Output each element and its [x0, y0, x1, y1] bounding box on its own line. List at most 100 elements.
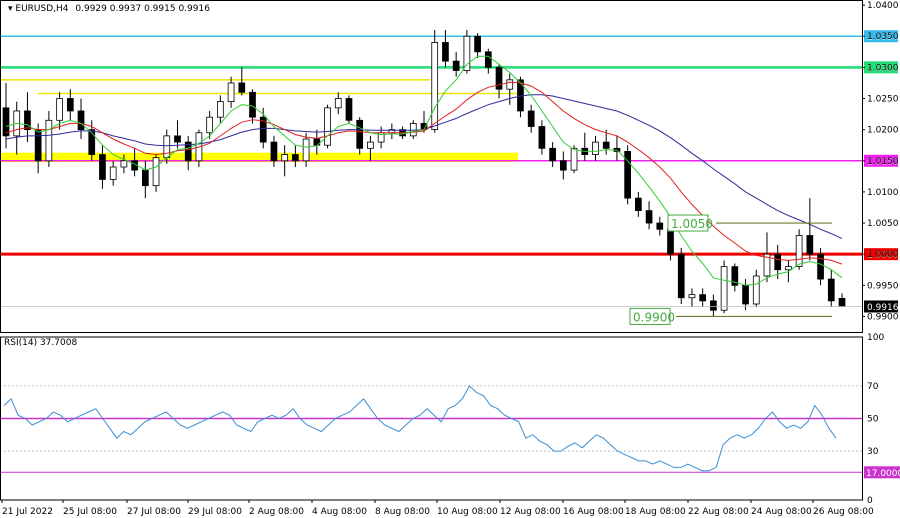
candle: [409, 120, 417, 139]
candle-body: [367, 141, 374, 149]
candle: [710, 294, 717, 317]
candle: [45, 110, 53, 167]
level-tag-1: [864, 61, 898, 74]
candle: [484, 48, 492, 74]
candle-body: [785, 266, 792, 271]
x-tick-label: 27 Jul 08:00: [127, 507, 181, 517]
candle-body: [184, 141, 192, 162]
x-tick-label: 25 Jul 08:00: [63, 507, 117, 517]
candle: [270, 135, 278, 167]
candle-body: [806, 235, 814, 255]
y-tick-label: 1.0400: [867, 1, 899, 11]
level-tag-label-0: 1.0350: [867, 33, 899, 43]
candle-body: [656, 222, 664, 230]
candle-body: [667, 228, 674, 255]
y-tick-label: 0.9950: [867, 281, 899, 291]
level-tag-label-2: 1.0150: [867, 157, 899, 167]
candle: [109, 160, 117, 186]
candle: [677, 247, 685, 304]
candle-body: [281, 154, 289, 162]
rsi-y-tick-label: 100: [867, 333, 884, 343]
rsi-title: RSI(14) 37.7008: [4, 338, 77, 348]
candle: [377, 126, 385, 149]
y-tick-label: 1.0300: [867, 63, 899, 73]
candle-body: [592, 141, 599, 155]
candle-body: [227, 82, 235, 103]
candle: [527, 104, 535, 133]
candle: [463, 30, 471, 74]
candle-body: [34, 129, 42, 162]
candle-body: [238, 82, 246, 93]
candle-body: [45, 119, 53, 162]
candle: [817, 247, 824, 286]
candle-body: [109, 166, 117, 180]
candle: [227, 76, 235, 108]
candle-body: [356, 119, 364, 149]
x-tick-label: 21 Jul 2022: [2, 507, 53, 517]
candle: [388, 123, 396, 139]
x-tick-label: 4 Aug 08:00: [312, 507, 367, 517]
candle-body: [345, 98, 353, 121]
candle-body: [334, 98, 342, 109]
x-tick-label: 22 Aug 08:00: [688, 507, 749, 517]
candle: [141, 160, 149, 199]
dropdown-triangle-icon: ▾: [8, 4, 15, 14]
candle: [506, 73, 514, 105]
x-tick-label: 8 Aug 08:00: [375, 507, 430, 517]
candle: [217, 95, 224, 124]
candle-body: [527, 110, 535, 127]
y-tick-label: 0.9900: [867, 312, 899, 322]
candle: [302, 132, 310, 167]
candle-body: [559, 160, 567, 171]
candle: [66, 89, 74, 121]
level-tag-label-3: 1.0000: [867, 251, 899, 261]
candle-body: [506, 79, 514, 90]
candle: [334, 92, 342, 115]
candle-body: [827, 278, 835, 302]
candle: [795, 229, 803, 270]
candle: [77, 98, 85, 139]
candle-body: [99, 154, 106, 180]
candle-body: [635, 197, 642, 211]
candle: [838, 293, 846, 308]
candle-body: [442, 42, 449, 62]
candle: [431, 30, 439, 133]
candle-body: [431, 42, 439, 131]
y-tick-label: 1.0050: [867, 219, 899, 229]
candle: [474, 33, 481, 59]
candle-body: [302, 138, 310, 162]
candle: [774, 244, 782, 280]
candle: [624, 145, 631, 205]
candle-body: [495, 66, 503, 90]
candle: [720, 260, 728, 314]
y-tick-label: 1.0100: [867, 188, 899, 198]
candle-body: [463, 35, 471, 71]
rsi-line: [3, 385, 837, 472]
candle-body: [602, 141, 610, 149]
ohlc-values: 0.9929 0.9937 0.9915 0.9916: [75, 4, 210, 14]
chart-title: ▾ EURUSD,H4 0.9929 0.9937 0.9915 0.9916: [8, 4, 210, 14]
rsi-plot: [0, 385, 862, 473]
rsi-level-tag: [864, 466, 900, 479]
candle-body: [710, 300, 717, 311]
candle: [292, 145, 299, 167]
candle-body: [677, 253, 685, 299]
candle: [131, 148, 138, 177]
candle-body: [484, 51, 492, 68]
candle-body: [549, 147, 556, 162]
rsi-y-tick-label: 0: [867, 496, 873, 506]
candle: [731, 263, 739, 292]
candle: [367, 135, 374, 161]
annot-box-1: [629, 307, 671, 325]
candle-body: [88, 129, 96, 155]
candle: [13, 101, 21, 155]
candle: [549, 142, 556, 167]
candle-body: [817, 253, 824, 280]
candle-body: [699, 294, 707, 302]
candle: [281, 145, 289, 177]
candle-body: [624, 151, 631, 199]
candle-body: [763, 253, 771, 277]
level-tag-label-1: 1.0300: [867, 64, 899, 74]
